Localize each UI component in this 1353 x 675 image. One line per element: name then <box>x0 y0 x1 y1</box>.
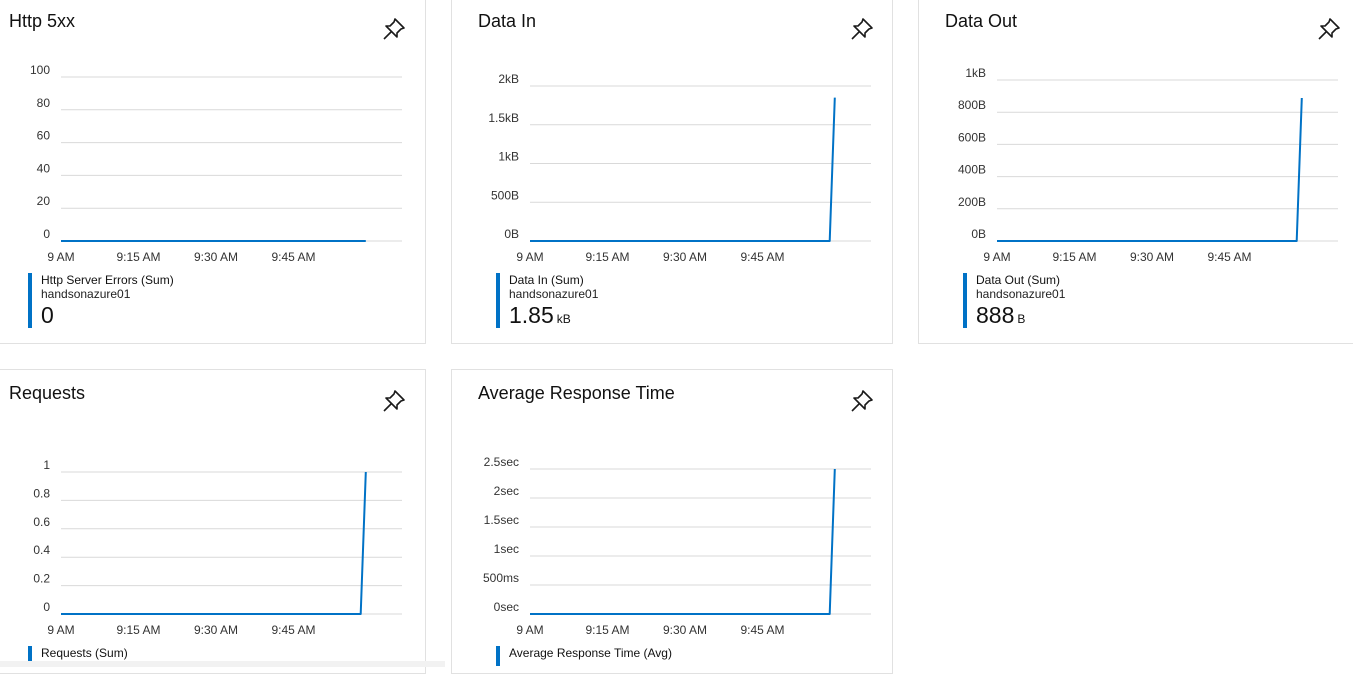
series-line <box>61 471 367 615</box>
pin-icon[interactable] <box>381 388 407 414</box>
metric-tile-data-out[interactable]: Data Out 1kB 800B 600B 400B 200B 0B 9 AM 9:15 A… <box>918 0 1353 344</box>
legend-value: 0 <box>41 302 54 328</box>
y-tick-label: 0 <box>43 600 50 614</box>
x-tick-label: 9:30 AM <box>663 250 707 264</box>
pin-icon[interactable] <box>849 388 875 414</box>
x-tick-label: 9:30 AM <box>663 623 707 637</box>
legend-requests[interactable]: Requests (Sum) <box>28 646 128 666</box>
tile-title: Requests <box>9 383 86 403</box>
chart-requests: 1 0.8 0.6 0.4 0.2 0 9 AM 9:15 AM 9:30 AM 9:45 AM <box>33 458 402 637</box>
x-tick-label: 9:45 AM <box>1207 250 1251 264</box>
legend-data-out[interactable]: Data Out (Sum) handsonazure01 888 B <box>963 273 1065 328</box>
y-tick-label: 2kB <box>498 72 519 86</box>
y-tick-label: 0B <box>504 227 519 241</box>
x-tick-label: 9:15 AM <box>116 623 160 637</box>
y-tick-label: 0B <box>971 227 986 241</box>
y-tick-label: 0sec <box>494 600 519 614</box>
legend-resource: handsonazure01 <box>976 287 1066 301</box>
y-tick-label: 1.5sec <box>484 513 519 527</box>
x-tick-label: 9:45 AM <box>740 623 784 637</box>
metric-tile-http-5xx[interactable]: Http 5xx 100 80 60 40 20 0 9 AM 9:15 AM 9:30 AM 9… <box>0 0 426 344</box>
pin-icon[interactable] <box>849 16 875 42</box>
legend-unit: B <box>1017 312 1026 326</box>
y-tick-label: 1 <box>43 458 50 472</box>
x-tick-label: 9:30 AM <box>194 623 238 637</box>
legend-series-name: Data Out (Sum) <box>976 273 1061 287</box>
y-tick-label: 60 <box>37 129 51 143</box>
x-tick-label: 9:45 AM <box>740 250 784 264</box>
x-tick-label: 9 AM <box>983 250 1010 264</box>
y-tick-label: 2sec <box>494 484 519 498</box>
legend-unit: kB <box>556 312 571 326</box>
x-tick-label: 9:15 AM <box>116 250 160 264</box>
chart-average-response-time: 2.5sec 2sec 1.5sec 1sec 500ms 0sec 9 AM 9:15 AM… <box>483 455 871 637</box>
x-tick-label: 9 AM <box>516 250 543 264</box>
x-tick-label: 9:15 AM <box>585 250 629 264</box>
x-tick-label: 9 AM <box>47 623 74 637</box>
legend-resource: handsonazure01 <box>41 287 131 301</box>
pin-icon[interactable] <box>1316 16 1342 42</box>
pin-icon[interactable] <box>381 16 407 42</box>
tile-title: Data Out <box>945 11 1018 31</box>
y-tick-label: 400B <box>958 163 986 177</box>
y-tick-label: 600B <box>958 130 986 144</box>
x-tick-label: 9:30 AM <box>194 250 238 264</box>
y-tick-label: 1kB <box>498 150 519 164</box>
y-tick-label: 40 <box>37 161 51 175</box>
legend-series-name: Http Server Errors (Sum) <box>41 273 174 287</box>
y-tick-label: 1.5kB <box>488 111 519 125</box>
legend-data-in[interactable]: Data In (Sum) handsonazure01 1.85 kB <box>496 273 598 328</box>
y-tick-label: 2.5sec <box>484 455 519 469</box>
x-tick-label: 9:15 AM <box>585 623 629 637</box>
y-tick-label: 0.6 <box>33 515 50 529</box>
legend-http-5xx[interactable]: Http Server Errors (Sum) handsonazure01 … <box>28 273 174 328</box>
chart-data-in: 2kB 1.5kB 1kB 500B 0B 9 AM 9:15 AM 9:30 AM 9:45 … <box>488 72 871 264</box>
y-tick-label: 0.8 <box>33 486 50 500</box>
legend-series-name: Requests (Sum) <box>41 646 128 660</box>
y-tick-label: 800B <box>958 98 986 112</box>
series-line <box>530 468 836 615</box>
series-line <box>997 97 1303 242</box>
x-tick-label: 9 AM <box>47 250 74 264</box>
y-tick-label: 80 <box>37 96 51 110</box>
y-tick-label: 500ms <box>483 571 519 585</box>
legend-resource: handsonazure01 <box>509 287 599 301</box>
metric-tile-data-in[interactable]: Data In 2kB 1.5kB 1kB 500B 0B 9 AM 9:15 AM 9:30… <box>451 0 893 344</box>
y-tick-label: 500B <box>491 188 519 202</box>
x-tick-label: 9 AM <box>516 623 543 637</box>
legend-value: 1.85 <box>509 302 554 328</box>
y-tick-label: 1kB <box>965 66 986 80</box>
y-tick-label: 0 <box>43 227 50 241</box>
metric-tile-average-response-time[interactable]: Average Response Time 2.5sec 2sec 1.5sec 1s… <box>451 369 893 674</box>
chart-data-out: 1kB 800B 600B 400B 200B 0B 9 AM 9:15 AM 9:30 AM 9… <box>958 66 1338 264</box>
tile-title: Http 5xx <box>9 11 76 31</box>
legend-series-name: Average Response Time (Avg) <box>509 646 672 660</box>
x-tick-label: 9:45 AM <box>271 623 315 637</box>
legend-value: 888 <box>976 302 1015 328</box>
y-tick-label: 200B <box>958 195 986 209</box>
x-tick-label: 9:15 AM <box>1052 250 1096 264</box>
chart-http-5xx: 100 80 60 40 20 0 9 AM 9:15 AM 9:30 AM 9:45 AM <box>30 63 402 264</box>
legend-average-response-time[interactable]: Average Response Time (Avg) <box>496 646 672 666</box>
y-tick-label: 0.4 <box>33 543 50 557</box>
legend-series-name: Data In (Sum) <box>509 273 584 287</box>
tile-title: Average Response Time <box>478 383 675 403</box>
x-tick-label: 9:45 AM <box>271 250 315 264</box>
y-tick-label: 1sec <box>494 542 519 556</box>
y-tick-label: 100 <box>30 63 50 77</box>
y-tick-label: 20 <box>37 194 51 208</box>
y-tick-label: 0.2 <box>33 572 50 586</box>
metric-tile-requests[interactable]: Requests 1 0.8 0.6 0.4 0.2 0 9 AM 9:15 AM 9:30 A… <box>0 369 426 674</box>
scrollbar-strip <box>0 661 445 667</box>
series-line <box>530 97 836 242</box>
x-tick-label: 9:30 AM <box>1130 250 1174 264</box>
tile-title: Data In <box>478 11 537 31</box>
